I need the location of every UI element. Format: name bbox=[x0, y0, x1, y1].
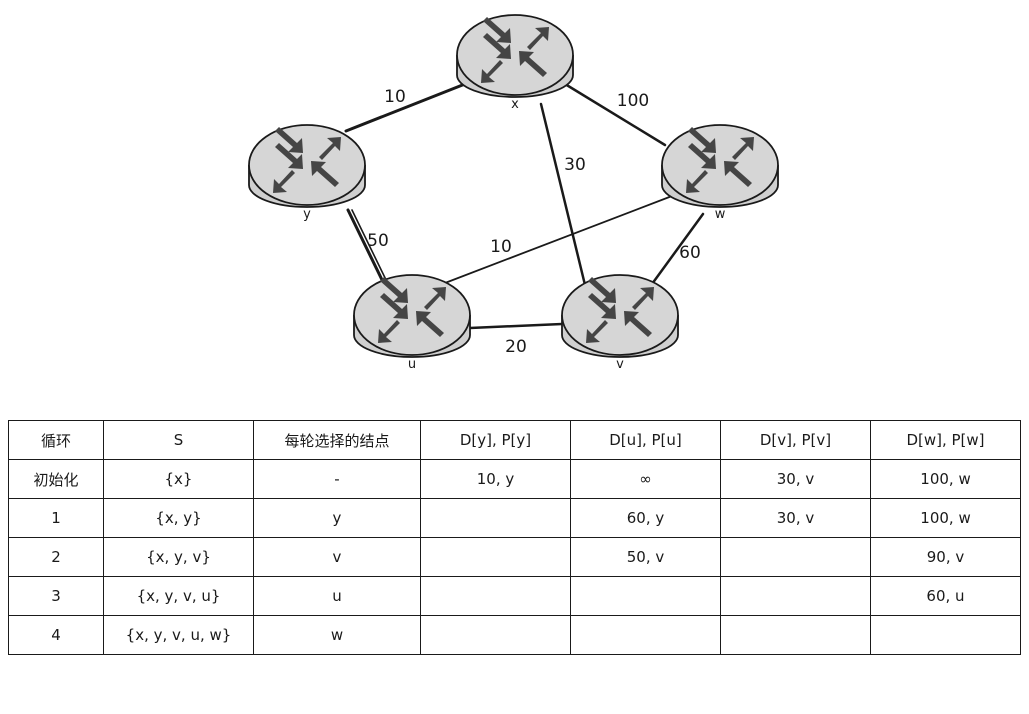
table-cell bbox=[870, 615, 1021, 655]
header-cell: 每轮选择的结点 bbox=[253, 420, 421, 460]
router-label: y bbox=[303, 207, 311, 222]
table-cell: {x, y} bbox=[103, 498, 254, 538]
router-icon bbox=[353, 274, 471, 358]
table-cell bbox=[720, 537, 871, 577]
table-cell bbox=[570, 576, 721, 616]
router-v: v bbox=[561, 274, 679, 372]
table-row: 初始化 {x} - 10, y ∞ 30, v 100, w bbox=[8, 459, 1021, 499]
header-cell: 循环 bbox=[8, 420, 104, 460]
table-cell: {x, y, v, u, w} bbox=[103, 615, 254, 655]
table-cell: y bbox=[253, 498, 421, 538]
table-cell: 2 bbox=[8, 537, 104, 577]
router-icon bbox=[661, 124, 779, 208]
table-row: 4 {x, y, v, u, w} w bbox=[8, 615, 1021, 655]
edge-weight-x-v: 30 bbox=[564, 155, 586, 175]
router-label: v bbox=[616, 357, 624, 372]
router-icon bbox=[456, 14, 574, 98]
table-cell: v bbox=[253, 537, 421, 577]
edge-u-v bbox=[468, 322, 564, 330]
table-row: 2 {x, y, v} v 50, v 90, v bbox=[8, 537, 1021, 577]
table-cell bbox=[420, 537, 571, 577]
edge-u-w bbox=[444, 195, 673, 284]
table-cell: 30, v bbox=[720, 498, 871, 538]
edge-y-u-inner bbox=[351, 209, 390, 287]
edge-weight-w-v: 60 bbox=[679, 243, 701, 263]
router-label: w bbox=[715, 207, 726, 222]
table-header-row: 循环 S 每轮选择的结点 D[y], P[y] D[u], P[u] D[v],… bbox=[8, 420, 1021, 460]
table-cell bbox=[570, 615, 721, 655]
edge-x-w bbox=[563, 82, 667, 147]
router-label: u bbox=[408, 357, 416, 372]
router-u: u bbox=[353, 274, 471, 372]
table-cell: 10, y bbox=[420, 459, 571, 499]
table-cell: {x, y, v, u} bbox=[103, 576, 254, 616]
edge-weight-u-w: 10 bbox=[490, 237, 512, 257]
network-graph: 10 100 30 50 10 60 20 x y w u v bbox=[248, 14, 779, 372]
table-cell bbox=[420, 498, 571, 538]
dijkstra-table: 循环 S 每轮选择的结点 D[y], P[y] D[u], P[u] D[v],… bbox=[8, 420, 1021, 655]
table-cell bbox=[720, 615, 871, 655]
table-cell: 4 bbox=[8, 615, 104, 655]
router-icon bbox=[561, 274, 679, 358]
header-cell: S bbox=[103, 420, 254, 460]
table-cell: 90, v bbox=[870, 537, 1021, 577]
table-cell: 30, v bbox=[720, 459, 871, 499]
router-icon bbox=[248, 124, 366, 208]
table-cell: u bbox=[253, 576, 421, 616]
table-cell: 60, u bbox=[870, 576, 1021, 616]
edge-weight-x-w: 100 bbox=[617, 91, 649, 111]
table-row: 1 {x, y} y 60, y 30, v 100, w bbox=[8, 498, 1021, 538]
edge-weight-u-v: 20 bbox=[505, 337, 527, 357]
table-cell bbox=[420, 615, 571, 655]
edge-w-v bbox=[650, 212, 705, 286]
edge-x-y bbox=[344, 82, 467, 133]
table-cell: 100, w bbox=[870, 459, 1021, 499]
table-cell: {x, y, v} bbox=[103, 537, 254, 577]
table-cell: w bbox=[253, 615, 421, 655]
edge-y-u bbox=[346, 208, 387, 288]
header-cell: D[w], P[w] bbox=[870, 420, 1021, 460]
table-cell: 初始化 bbox=[8, 459, 104, 499]
header-cell: D[v], P[v] bbox=[720, 420, 871, 460]
table-cell: 100, w bbox=[870, 498, 1021, 538]
table-cell bbox=[720, 576, 871, 616]
router-x: x bbox=[456, 14, 574, 112]
table-cell: {x} bbox=[103, 459, 254, 499]
header-cell: D[y], P[y] bbox=[420, 420, 571, 460]
edge-weight-y-u: 50 bbox=[367, 231, 389, 251]
table-row: 3 {x, y, v, u} u 60, u bbox=[8, 576, 1021, 616]
edge-weight-x-y: 10 bbox=[384, 87, 406, 107]
table-cell: 60, y bbox=[570, 498, 721, 538]
table-cell: 3 bbox=[8, 576, 104, 616]
table-cell bbox=[420, 576, 571, 616]
router-y: y bbox=[248, 124, 366, 222]
table-cell: 1 bbox=[8, 498, 104, 538]
table-cell: - bbox=[253, 459, 421, 499]
table-cell: 50, v bbox=[570, 537, 721, 577]
router-label: x bbox=[511, 97, 519, 112]
table-cell: ∞ bbox=[570, 459, 721, 499]
header-cell: D[u], P[u] bbox=[570, 420, 721, 460]
router-w: w bbox=[661, 124, 779, 222]
edge-x-v bbox=[539, 102, 587, 287]
